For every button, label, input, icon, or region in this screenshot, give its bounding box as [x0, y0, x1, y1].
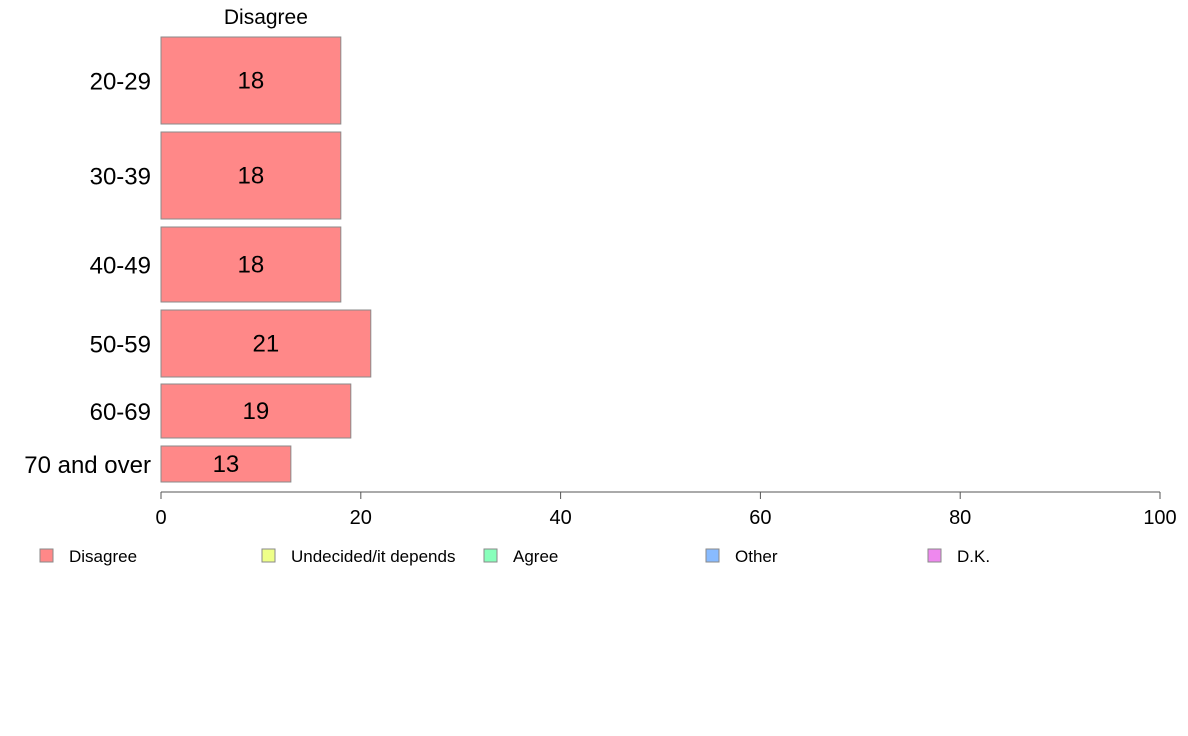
bar-value-label: 18 — [238, 68, 265, 95]
header-layer: Disagree — [224, 6, 308, 29]
x-axis: 0 20 40 60 80 100 — [155, 491, 1177, 529]
bar-value-label: 21 — [253, 331, 280, 358]
x-tick-label: 60 — [749, 507, 771, 529]
legend-label-disagree: Disagree — [69, 547, 137, 566]
bar-disagree-70-and-over — [160, 445, 292, 483]
legend-label-d-k: D.K. — [957, 547, 990, 566]
category-label: 40-49 — [90, 253, 151, 280]
x-tick-label: 20 — [350, 507, 372, 529]
legend-swatch-d-k — [927, 548, 942, 563]
x-tick-label: 40 — [549, 507, 571, 529]
bar-disagree-40-49 — [160, 226, 342, 303]
bar-value-label: 18 — [238, 252, 265, 279]
column-header: Disagree — [224, 6, 308, 29]
category-label: 20-29 — [90, 69, 151, 96]
bar-value-label: 13 — [213, 451, 240, 478]
legend-label-agree: Agree — [513, 547, 558, 566]
legend-swatch-disagree — [39, 548, 54, 563]
category-label: 50-59 — [90, 332, 151, 359]
bar-disagree-50-59 — [160, 309, 372, 378]
category-label: 60-69 — [90, 399, 151, 426]
bar-disagree-20-29 — [160, 36, 342, 125]
bar-disagree-60-69 — [160, 383, 352, 439]
category-label: 30-39 — [90, 164, 151, 191]
legend-swatch-agree — [483, 548, 498, 563]
bar-disagree-30-39 — [160, 131, 342, 220]
category-labels: 20-29 30-39 40-49 50-59 60-69 70 and over — [24, 69, 151, 480]
bar-value-label: 19 — [243, 398, 270, 425]
legend-swatch-undecided-it-depends — [261, 548, 276, 563]
category-label: 70 and over — [24, 452, 151, 479]
bar-value-label: 18 — [238, 163, 265, 190]
x-tick-label: 80 — [949, 507, 971, 529]
legend-label-undecided-it-depends: Undecided/it depends — [291, 547, 455, 566]
legend: Disagree Undecided/it depends Agree Other D.… — [39, 547, 990, 566]
x-tick-label: 0 — [155, 507, 166, 529]
legend-swatch-other — [705, 548, 720, 563]
legend-label-other: Other — [735, 547, 778, 566]
x-tick-label: 100 — [1143, 507, 1176, 529]
